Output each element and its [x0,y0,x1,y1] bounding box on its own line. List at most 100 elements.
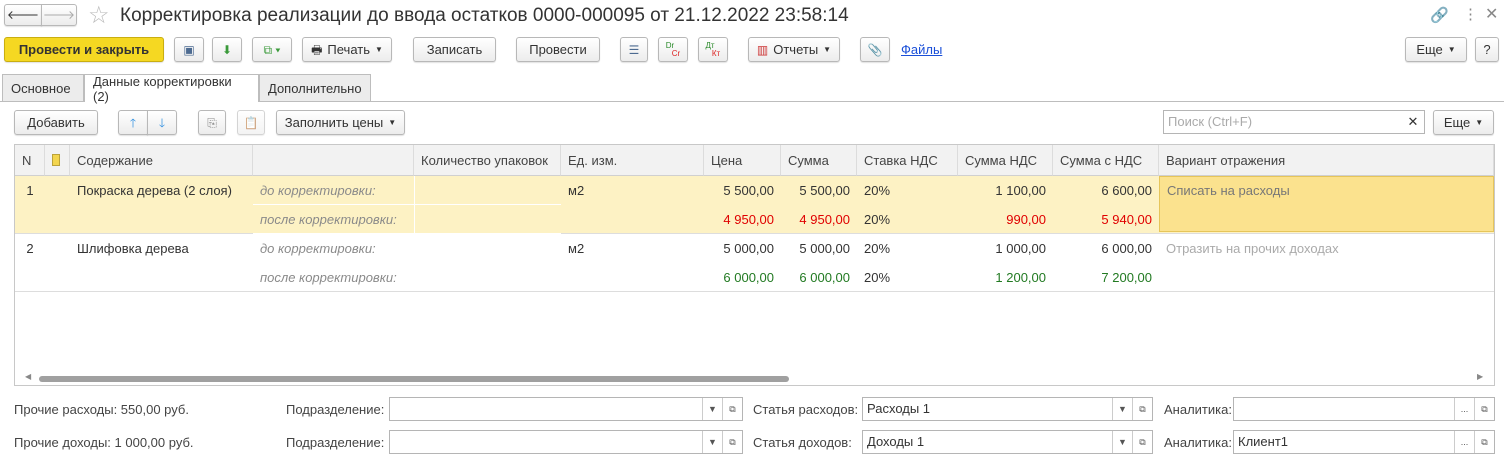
favorite-star-icon[interactable]: ☆ [88,2,110,29]
row-before-total[interactable]: 6 000,00 [1101,241,1152,256]
row-after-total[interactable]: 7 200,00 [1101,270,1152,285]
post-and-close-button[interactable]: Провести и закрыть [4,37,164,62]
row-unit[interactable]: м2 [568,183,585,198]
open-icon[interactable]: ⧉ [1474,398,1494,420]
row-after-sum[interactable]: 4 950,00 [799,212,850,227]
row-variant[interactable]: Отразить на прочих доходах [1166,241,1339,256]
post-button[interactable]: Провести [516,37,600,62]
more-menu-icon[interactable]: ⋮ [1463,6,1478,23]
row-before-qty[interactable] [414,234,561,263]
row-after-total[interactable]: 5 940,00 [1101,212,1152,227]
clear-search-button[interactable]: ✕ [1402,111,1424,133]
row-before-vat-sum[interactable]: 1 000,00 [995,241,1046,256]
files-link[interactable]: Файлы [901,42,943,57]
select-ellipsis-icon[interactable]: ... [1454,398,1474,420]
department-field-2[interactable]: ⧉ ▼ [389,430,743,454]
correction-table[interactable]: ◀ ▶ N Содержание Количество упаковок Ед. из… [14,144,1495,386]
link-icon[interactable]: 🔗 [1430,7,1449,24]
expense-item-field[interactable]: Расходы 1 ⧉ ▼ [862,397,1153,421]
move-down-button[interactable]: 🡓 [147,110,177,135]
tab-correction-data[interactable]: Данные корректировки (2) [84,74,259,104]
tab-additional[interactable]: Дополнительно [259,74,371,101]
scroll-right-icon[interactable]: ▶ [1477,372,1484,381]
table-row[interactable] [15,234,1494,292]
column-header-vat-sum[interactable]: Сумма НДС [958,145,1053,176]
paste-button[interactable]: 📋 [237,110,265,135]
dropdown-arrow-icon[interactable]: ▼ [702,398,722,420]
column-header-price[interactable]: Цена [704,145,781,176]
save-button[interactable]: Записать [413,37,496,62]
row-after-price[interactable]: 6 000,00 [723,270,774,285]
analytics-field-2[interactable]: Клиент1 ⧉... [1233,430,1495,454]
row-after-qty[interactable] [414,263,561,292]
forward-button[interactable]: 🡒 [41,4,77,26]
column-header-vat-rate[interactable]: Ставка НДС [857,145,958,176]
move-up-button[interactable]: 🡑 [118,110,148,135]
reports-button[interactable]: ▥ Отчеты ▼ [748,37,840,62]
dr-cr-button[interactable]: Dr Cr [658,37,688,62]
column-header-icon[interactable] [45,145,70,176]
row-after-vat-rate[interactable]: 20% [864,212,891,227]
row-variant[interactable]: Списать на расходы [1159,176,1494,232]
column-header-n[interactable]: N [15,145,45,176]
post-doc-button[interactable]: ⬇ [212,37,242,62]
row-before-sum[interactable]: 5 500,00 [799,183,850,198]
column-header-sub[interactable] [253,145,414,176]
kt-label: Кт [711,48,721,58]
open-icon[interactable]: ⧉ [1132,431,1152,453]
attach-button[interactable]: 📎 [860,37,890,62]
open-icon[interactable]: ⧉ [1132,398,1152,420]
copy-button[interactable]: ⎘ [198,110,226,135]
add-button[interactable]: Добавить [14,110,98,135]
row-content[interactable]: Покраска дерева (2 слоя) [77,183,232,198]
horizontal-scrollbar[interactable]: ◀ ▶ [25,372,1485,384]
dropdown-arrow-icon[interactable]: ▼ [1112,431,1132,453]
tab-main[interactable]: Основное [2,74,84,101]
row-before-total[interactable]: 6 600,00 [1101,183,1152,198]
row-before-price[interactable]: 5 500,00 [723,183,774,198]
scroll-left-icon[interactable]: ◀ [25,372,32,381]
dropdown-arrow-icon[interactable]: ▼ [702,431,722,453]
row-after-vat-sum[interactable]: 990,00 [1006,212,1046,227]
table-more-button[interactable]: Еще ▼ [1433,110,1494,135]
save-icon-button[interactable]: ▣ [174,37,204,62]
row-after-price[interactable]: 4 950,00 [723,212,774,227]
income-item-field[interactable]: Доходы 1 ⧉ ▼ [862,430,1153,454]
row-before-vat-rate[interactable]: 20% [864,183,891,198]
row-before-qty[interactable] [414,176,561,205]
fill-prices-button[interactable]: Заполнить цены ▼ [276,110,405,135]
row-before-vat-sum[interactable]: 1 100,00 [995,183,1046,198]
create-based-on-button[interactable]: ⧉ ▾ [252,37,292,62]
help-button[interactable]: ? [1475,37,1499,62]
search-input[interactable]: Поиск (Ctrl+F) [1163,110,1425,134]
back-button[interactable]: 🡐 [4,4,42,26]
open-icon[interactable]: ⧉ [722,398,742,420]
dropdown-arrow-icon[interactable]: ▼ [1112,398,1132,420]
row-unit[interactable]: м2 [568,241,585,256]
scrollbar-thumb[interactable] [39,376,789,382]
column-header-unit[interactable]: Ед. изм. [561,145,704,176]
open-icon[interactable]: ⧉ [1474,431,1494,453]
select-ellipsis-icon[interactable]: ... [1454,431,1474,453]
analytics-field-1[interactable]: ⧉... [1233,397,1495,421]
row-before-price[interactable]: 5 000,00 [723,241,774,256]
open-icon[interactable]: ⧉ [722,431,742,453]
column-header-content[interactable]: Содержание [70,145,253,176]
column-header-qty[interactable]: Количество упаковок [414,145,561,176]
structure-button[interactable]: ☰ [620,37,648,62]
row-after-sum[interactable]: 6 000,00 [799,270,850,285]
row-after-vat-rate[interactable]: 20% [864,270,891,285]
dt-kt-button[interactable]: Дт Кт [698,37,728,62]
row-content[interactable]: Шлифовка дерева [77,241,189,256]
column-header-sum[interactable]: Сумма [781,145,857,176]
department-field-1[interactable]: ⧉ ▼ [389,397,743,421]
row-before-vat-rate[interactable]: 20% [864,241,891,256]
more-button[interactable]: Еще ▼ [1405,37,1467,62]
close-icon[interactable]: ✕ [1485,6,1499,23]
row-after-vat-sum[interactable]: 1 200,00 [995,270,1046,285]
column-header-total[interactable]: Сумма с НДС [1053,145,1159,176]
column-header-variant[interactable]: Вариант отражения [1159,145,1494,176]
row-before-sum[interactable]: 5 000,00 [799,241,850,256]
row-after-qty[interactable] [414,205,561,234]
print-button[interactable]: 🖶 Печать ▼ [302,37,392,62]
